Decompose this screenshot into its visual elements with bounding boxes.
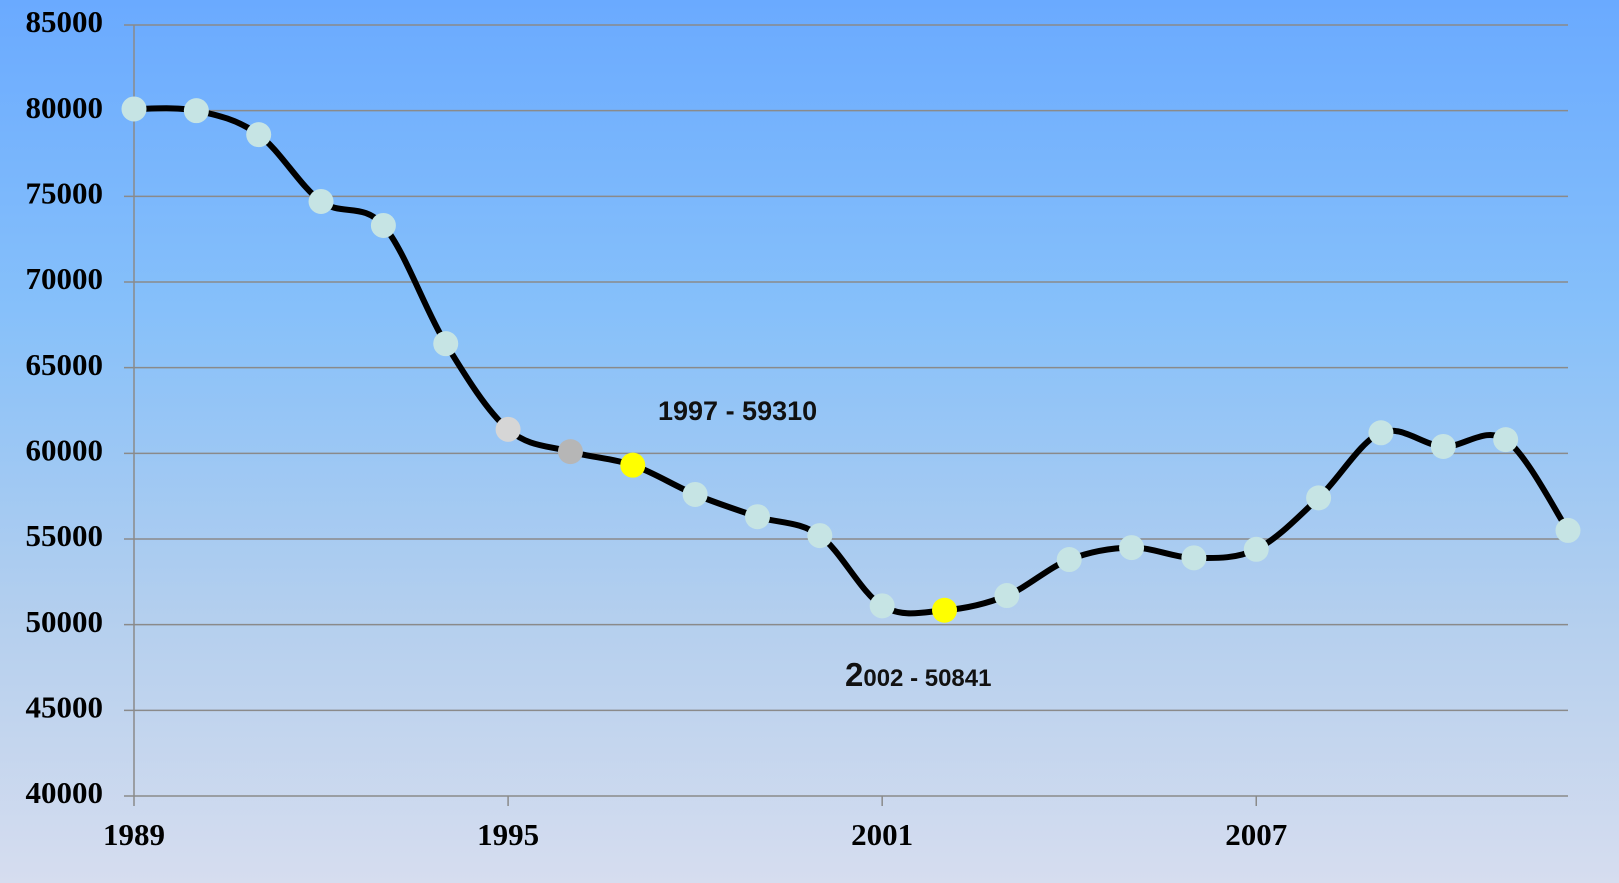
point (1119, 535, 1145, 561)
y-tick-label: 40000 (26, 775, 104, 810)
point (807, 523, 833, 549)
point (308, 188, 334, 214)
point (869, 593, 895, 619)
point (1430, 433, 1456, 459)
y-tick-label: 60000 (26, 432, 104, 467)
y-tick-label: 85000 (26, 4, 104, 39)
point (932, 597, 958, 623)
x-tick-label: 2001 (851, 817, 913, 852)
point (433, 331, 459, 357)
x-tick-label: 2007 (1225, 817, 1287, 852)
annotation: 2002 - 50841 (845, 656, 992, 693)
point (620, 452, 646, 478)
point (1306, 485, 1332, 511)
point (495, 416, 521, 442)
point (1243, 536, 1269, 562)
point (246, 122, 272, 148)
point (370, 212, 396, 238)
point (1555, 517, 1581, 543)
y-tick-label: 50000 (26, 604, 104, 639)
point (557, 439, 583, 465)
point (744, 504, 770, 530)
annotation: 1997 - 59310 (658, 396, 818, 426)
point (1493, 427, 1519, 453)
x-tick-label: 1989 (103, 817, 165, 852)
line (133, 105, 1571, 617)
y-tick-label: 45000 (26, 689, 104, 724)
point (1056, 547, 1082, 573)
point (682, 481, 708, 507)
point (994, 583, 1020, 609)
point (183, 98, 209, 124)
point (1181, 545, 1207, 571)
x-tick-label: 1995 (477, 817, 539, 852)
point (121, 96, 147, 122)
y-tick-label: 75000 (26, 175, 104, 210)
point (1368, 420, 1394, 446)
y-tick-label: 55000 (26, 518, 104, 553)
y-tick-label: 80000 (26, 90, 104, 125)
y-tick-label: 70000 (26, 261, 104, 296)
y-tick-label: 65000 (26, 347, 104, 382)
